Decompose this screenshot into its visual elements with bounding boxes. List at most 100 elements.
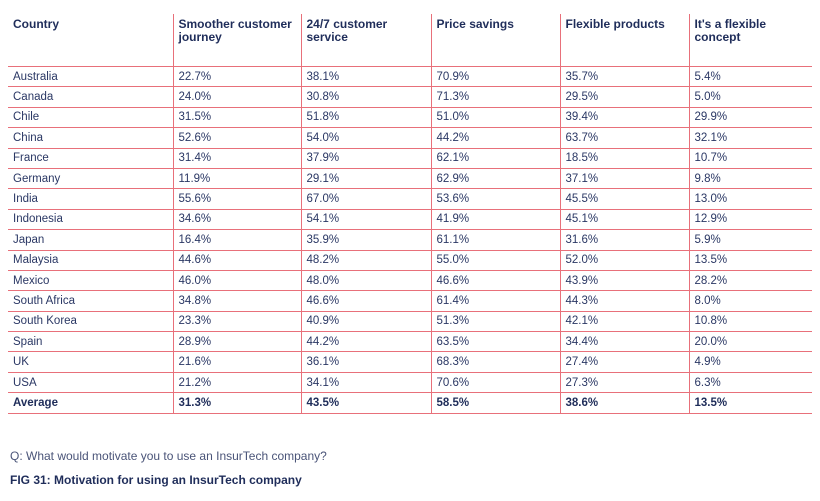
- value-cell: 42.1%: [560, 311, 690, 333]
- country-cell: India: [8, 188, 174, 210]
- table-row: Indonesia 34.6% 54.1% 41.9% 45.1% 12.9%: [8, 209, 812, 231]
- value-cell: 46.6%: [301, 290, 432, 312]
- value-cell: 28.9%: [173, 331, 302, 353]
- value-cell: 48.2%: [301, 250, 432, 271]
- table-row: USA 21.2% 34.1% 70.6% 27.3% 6.3%: [8, 372, 812, 394]
- table-row: Malaysia 44.6% 48.2% 55.0% 52.0% 13.5%: [8, 250, 812, 271]
- table-row: UK 21.6% 36.1% 68.3% 27.4% 4.9%: [8, 351, 812, 373]
- value-cell: 29.1%: [301, 168, 432, 190]
- value-cell: 52.6%: [173, 127, 302, 149]
- value-cell: 13.0%: [689, 188, 812, 210]
- country-cell: Canada: [8, 86, 174, 108]
- value-cell: 23.3%: [173, 311, 302, 333]
- country-cell: USA: [8, 372, 174, 394]
- table-row: South Korea 23.3% 40.9% 51.3% 42.1% 10.8%: [8, 311, 812, 333]
- value-cell: 32.1%: [689, 127, 812, 149]
- value-cell: 45.1%: [560, 209, 690, 231]
- value-cell: 41.9%: [431, 209, 561, 231]
- value-cell: 36.1%: [301, 351, 432, 373]
- value-cell: 68.3%: [431, 351, 561, 373]
- value-cell: 61.4%: [431, 290, 561, 312]
- value-cell: 63.7%: [560, 127, 690, 149]
- value-cell: 21.6%: [173, 351, 302, 373]
- value-cell: 46.0%: [173, 270, 302, 292]
- value-cell: 22.7%: [173, 66, 302, 88]
- value-cell: 43.9%: [560, 270, 690, 292]
- value-cell: 53.6%: [431, 188, 561, 210]
- value-cell: 5.4%: [689, 66, 812, 88]
- country-cell: Malaysia: [8, 250, 174, 271]
- value-cell: 71.3%: [431, 86, 561, 108]
- table-row: France 31.4% 37.9% 62.1% 18.5% 10.7%: [8, 148, 812, 169]
- value-cell: 31.5%: [173, 107, 302, 129]
- value-cell: 12.9%: [689, 209, 812, 231]
- table-row: Australia 22.7% 38.1% 70.9% 35.7% 5.4%: [8, 66, 812, 88]
- value-cell: 61.1%: [431, 229, 561, 251]
- value-cell: 38.6%: [560, 392, 690, 414]
- value-cell: 39.4%: [560, 107, 690, 129]
- survey-question: Q: What would motivate you to use an Ins…: [10, 449, 327, 463]
- table-row: China 52.6% 54.0% 44.2% 63.7% 32.1%: [8, 127, 812, 149]
- country-cell: South Korea: [8, 311, 174, 333]
- value-cell: 20.0%: [689, 331, 812, 353]
- value-cell: 44.6%: [173, 250, 302, 271]
- table-row: Japan 16.4% 35.9% 61.1% 31.6% 5.9%: [8, 229, 812, 251]
- value-cell: 48.0%: [301, 270, 432, 292]
- value-cell: 27.3%: [560, 372, 690, 394]
- value-cell: 44.2%: [301, 331, 432, 353]
- column-header: Smoother customer journey: [173, 14, 302, 67]
- country-cell: France: [8, 148, 174, 169]
- value-cell: 62.1%: [431, 148, 561, 169]
- value-cell: 55.0%: [431, 250, 561, 271]
- motivation-table: Country Smoother customer journey 24/7 c…: [8, 14, 812, 414]
- value-cell: 5.0%: [689, 86, 812, 108]
- table-row: Germany 11.9% 29.1% 62.9% 37.1% 9.8%: [8, 168, 812, 190]
- value-cell: 37.9%: [301, 148, 432, 169]
- table-row: South Africa 34.8% 46.6% 61.4% 44.3% 8.0%: [8, 290, 812, 312]
- value-cell: 62.9%: [431, 168, 561, 190]
- value-cell: 10.7%: [689, 148, 812, 169]
- value-cell: 13.5%: [689, 392, 812, 414]
- country-cell: Mexico: [8, 270, 174, 292]
- value-cell: 54.1%: [301, 209, 432, 231]
- value-cell: 46.6%: [431, 270, 561, 292]
- value-cell: 11.9%: [173, 168, 302, 190]
- value-cell: 8.0%: [689, 290, 812, 312]
- column-header: Price savings: [431, 14, 561, 67]
- value-cell: 28.2%: [689, 270, 812, 292]
- value-cell: 67.0%: [301, 188, 432, 210]
- value-cell: 21.2%: [173, 372, 302, 394]
- country-cell: Spain: [8, 331, 174, 353]
- value-cell: 29.5%: [560, 86, 690, 108]
- value-cell: 31.6%: [560, 229, 690, 251]
- country-cell: China: [8, 127, 174, 149]
- value-cell: 16.4%: [173, 229, 302, 251]
- value-cell: 6.3%: [689, 372, 812, 394]
- value-cell: 4.9%: [689, 351, 812, 373]
- value-cell: 44.3%: [560, 290, 690, 312]
- value-cell: 54.0%: [301, 127, 432, 149]
- value-cell: 55.6%: [173, 188, 302, 210]
- table-row: Canada 24.0% 30.8% 71.3% 29.5% 5.0%: [8, 86, 812, 108]
- average-row: Average 31.3% 43.5% 58.5% 38.6% 13.5%: [8, 392, 812, 414]
- value-cell: 34.1%: [301, 372, 432, 394]
- country-cell: Average: [8, 392, 174, 414]
- value-cell: 35.9%: [301, 229, 432, 251]
- table-row: Chile 31.5% 51.8% 51.0% 39.4% 29.9%: [8, 107, 812, 129]
- figure-caption: FIG 31: Motivation for using an InsurTec…: [10, 473, 302, 487]
- country-cell: South Africa: [8, 290, 174, 312]
- value-cell: 35.7%: [560, 66, 690, 88]
- country-cell: Australia: [8, 66, 174, 88]
- value-cell: 63.5%: [431, 331, 561, 353]
- value-cell: 34.6%: [173, 209, 302, 231]
- table-row: India 55.6% 67.0% 53.6% 45.5% 13.0%: [8, 188, 812, 210]
- value-cell: 5.9%: [689, 229, 812, 251]
- value-cell: 34.4%: [560, 331, 690, 353]
- value-cell: 51.8%: [301, 107, 432, 129]
- column-header: It's a flexible concept: [689, 14, 812, 67]
- country-cell: Japan: [8, 229, 174, 251]
- value-cell: 70.6%: [431, 372, 561, 394]
- value-cell: 31.3%: [173, 392, 302, 414]
- value-cell: 38.1%: [301, 66, 432, 88]
- value-cell: 52.0%: [560, 250, 690, 271]
